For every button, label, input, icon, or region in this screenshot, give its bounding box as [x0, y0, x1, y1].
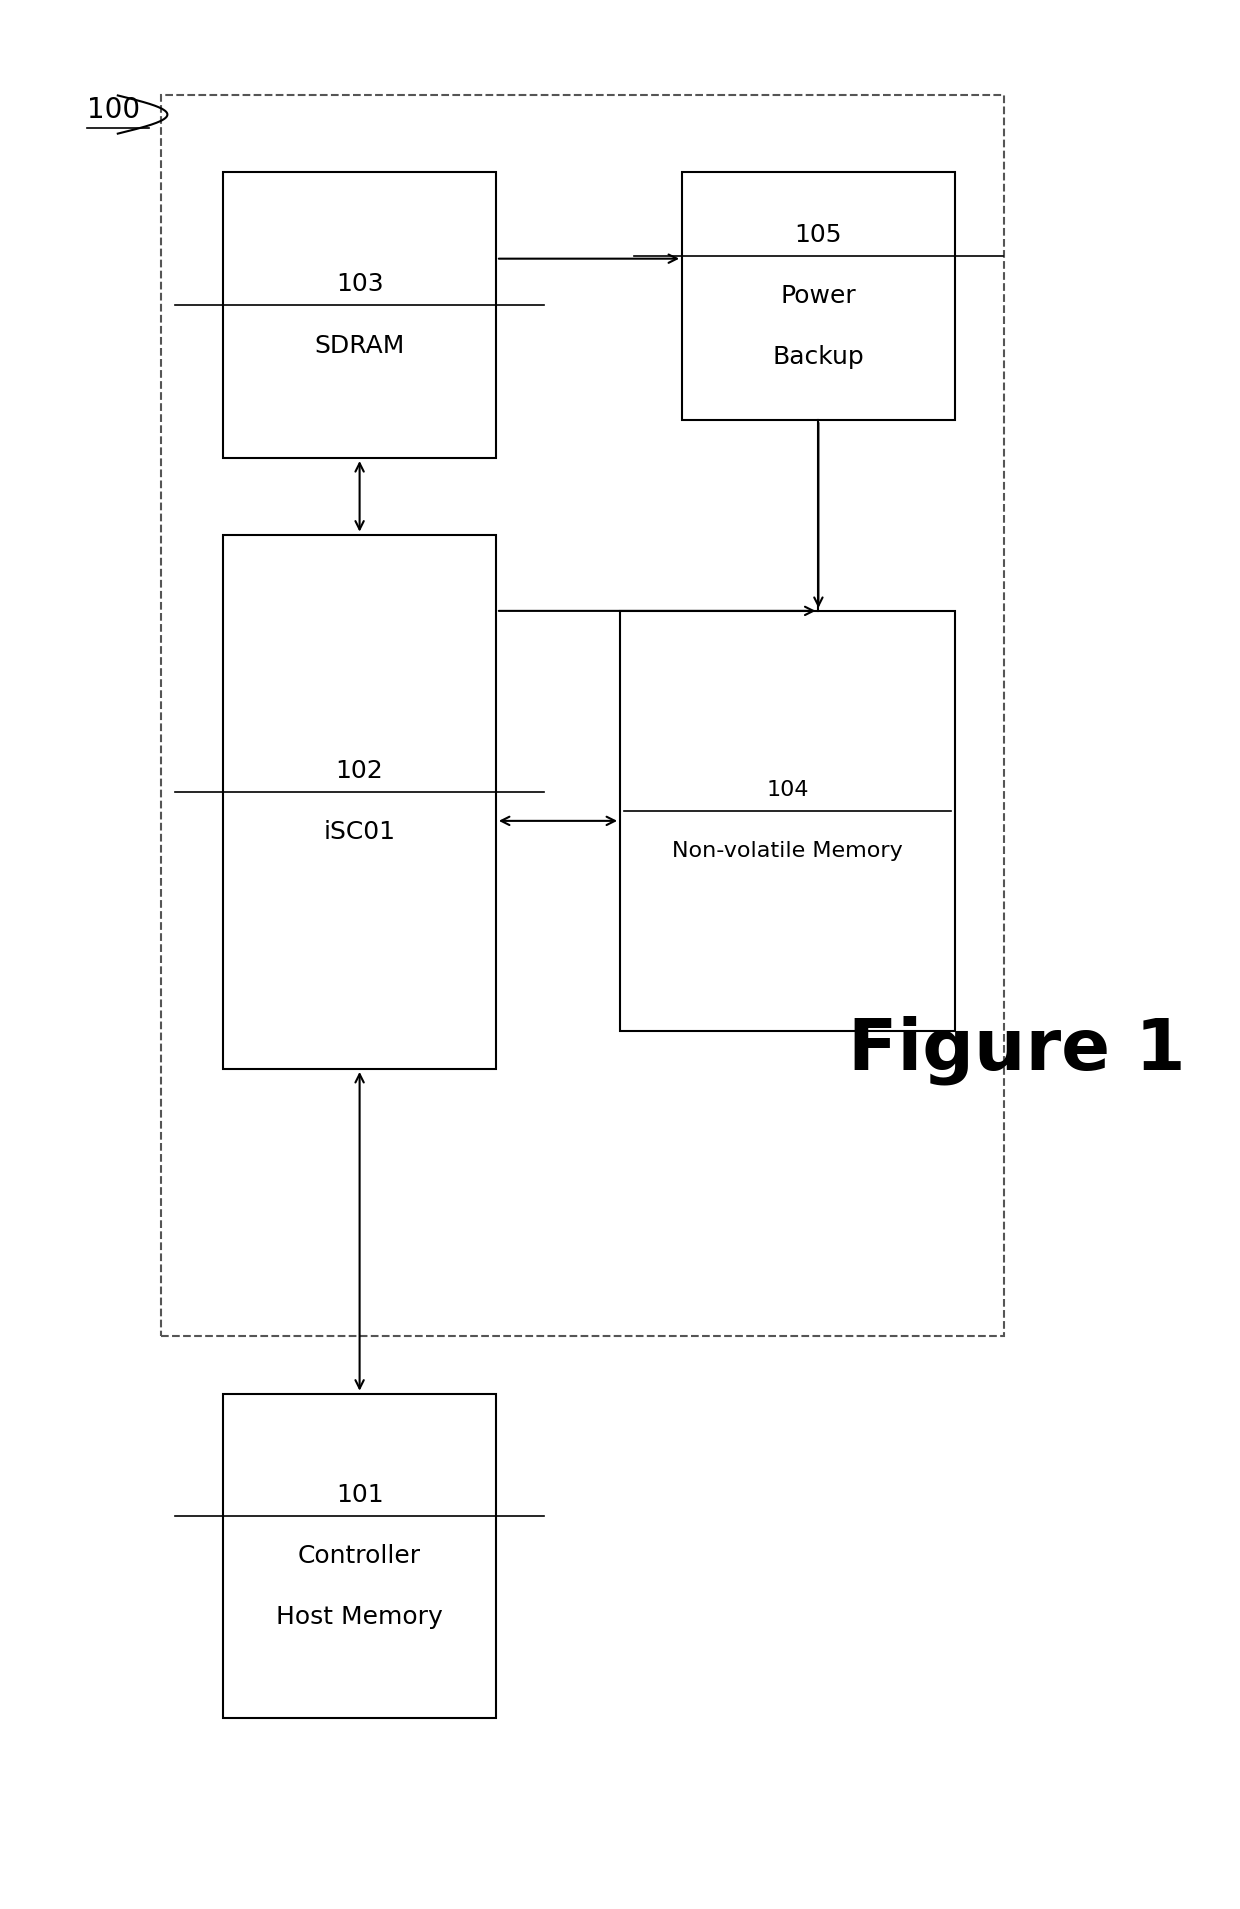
Text: 105: 105 — [795, 223, 842, 246]
FancyBboxPatch shape — [682, 172, 955, 420]
Text: 100: 100 — [87, 95, 140, 124]
Text: Host Memory: Host Memory — [277, 1605, 443, 1628]
Text: Power: Power — [780, 284, 857, 307]
Text: 104: 104 — [766, 781, 808, 800]
Text: iSC01: iSC01 — [324, 821, 396, 844]
FancyBboxPatch shape — [223, 172, 496, 458]
Text: 101: 101 — [336, 1483, 383, 1506]
Text: Figure 1: Figure 1 — [848, 1016, 1185, 1084]
Text: 102: 102 — [336, 760, 383, 783]
Text: SDRAM: SDRAM — [315, 334, 404, 357]
Text: Non-volatile Memory: Non-volatile Memory — [672, 842, 903, 861]
Text: Backup: Backup — [773, 346, 864, 368]
FancyBboxPatch shape — [223, 1394, 496, 1718]
FancyBboxPatch shape — [620, 611, 955, 1031]
Text: 103: 103 — [336, 273, 383, 296]
Text: Controller: Controller — [298, 1544, 422, 1567]
FancyBboxPatch shape — [223, 535, 496, 1069]
